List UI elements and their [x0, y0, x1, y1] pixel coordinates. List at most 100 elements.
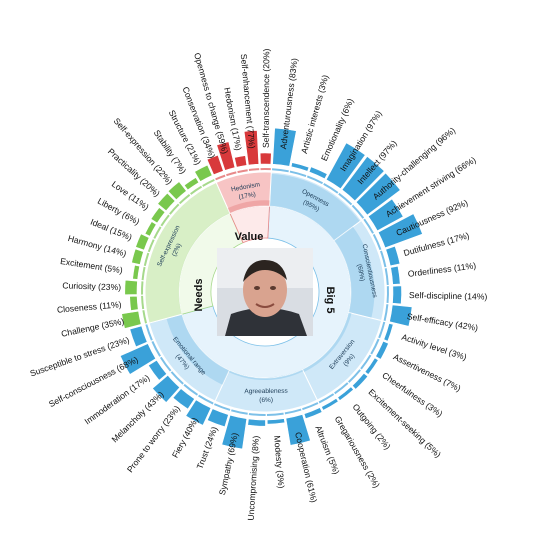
facet-base-prone-to-worry-23 — [183, 383, 199, 396]
facet-base-stability-7 — [190, 185, 203, 195]
facet-base-self-discipline-14 — [386, 286, 389, 304]
facet-base-fiery-40 — [198, 394, 214, 405]
facet-base-sympathy-69 — [231, 409, 248, 415]
facet-bar-layer — [119, 127, 423, 450]
facet-base-gregariousness-2 — [318, 393, 335, 404]
facet-label-uncompromising-8: Uncompromising (8%) — [246, 435, 261, 521]
facet-bar-gregariousness-2 — [321, 397, 339, 411]
facet-base-achievement-striving-66 — [363, 218, 374, 234]
facet-base-self-expression-22 — [178, 194, 191, 205]
facet-label-self-efficacy-42: Self-efficacy (42%) — [406, 311, 479, 333]
facet-base-dutifulness-17 — [380, 250, 387, 268]
facet-base-uncompromising-8 — [248, 412, 266, 416]
facet-base-altruism-5 — [302, 402, 319, 411]
facet-bar-susceptible-to-stress-23 — [129, 325, 148, 348]
facet-bar-ideal-15 — [135, 233, 150, 251]
facet-bar-altruism-5 — [303, 407, 323, 420]
facet-bar-practicality-20 — [157, 192, 176, 212]
facet-bar-sympathy-69 — [221, 414, 248, 450]
facet-label-altruism-5: Altruism (5%) — [313, 424, 341, 476]
facet-base-hedonism-17 — [237, 169, 248, 174]
facet-base-authority-challenging-96 — [351, 204, 365, 219]
facet-base-conservation-34 — [215, 174, 226, 181]
facet-bar-liberty-6 — [144, 221, 157, 237]
facet-bar-cooperation-61 — [285, 414, 311, 446]
facet-label-challenge-35: Challenge (35%) — [60, 316, 125, 339]
facet-bar-trust-24 — [206, 408, 229, 428]
facet-base-imagination-97 — [323, 183, 339, 194]
facet-base-challenge-35 — [142, 310, 147, 324]
facet-bar-conservation-34 — [206, 154, 224, 176]
facet-bar-prone-to-worry-23 — [172, 388, 195, 410]
facet-base-trust-24 — [213, 403, 231, 411]
category-label-value: Value — [235, 231, 264, 243]
facet-bar-excitement-5 — [132, 264, 140, 280]
facet-bar-curiosity-23 — [124, 279, 138, 295]
facet-base-cautiousness-92 — [372, 233, 382, 251]
facet-base-emotionality-6 — [306, 175, 324, 185]
trait-fill-conscientiousness — [334, 226, 375, 319]
facet-label-excitement-seeking-5: Excitement-seeking (5%) — [367, 387, 444, 460]
facet-base-susceptible-to-stress-23 — [145, 324, 153, 341]
facet-bar-structure-21 — [194, 164, 213, 182]
facet-base-liberty-6 — [153, 226, 162, 239]
facet-base-adventurousness-83 — [272, 168, 289, 173]
facet-bar-self-consciousness-68 — [119, 343, 157, 375]
facet-bar-imagination-97 — [325, 142, 366, 190]
facet-bar-cautiousness-92 — [377, 213, 423, 249]
facet-bar-intellect-97 — [341, 155, 385, 202]
facet-bar-authority-challenging-96 — [355, 172, 401, 216]
trait-fill-agreeableness — [228, 369, 304, 381]
facet-base-intellect-97 — [338, 192, 353, 206]
trait-value-hedonism: (17%) — [238, 191, 256, 201]
facet-base-activity-level-3 — [378, 321, 386, 339]
trait-fill-hedonism — [227, 200, 270, 214]
facet-bar-self-transcendence-20 — [259, 152, 272, 165]
facet-base-self-transcendence-20 — [260, 168, 271, 171]
facet-bar-love-11 — [150, 207, 166, 224]
facet-base-harmony-14 — [143, 252, 150, 267]
facet-base-self-enhancement-77 — [248, 168, 260, 172]
facet-base-modesty-3 — [266, 412, 284, 416]
facet-label-self-discipline-14: Self-discipline (14%) — [409, 290, 488, 302]
facet-base-orderliness-11 — [384, 268, 389, 285]
facet-bar-challenge-35 — [121, 310, 142, 329]
facet-bar-fiery-40 — [185, 399, 212, 426]
category-label-big5: Big 5 — [324, 287, 336, 314]
facet-label-fiery-40: Fiery (40%) — [170, 416, 200, 460]
trait-ring-hedonism — [215, 171, 272, 215]
facet-bar-outgoing-2 — [337, 386, 354, 401]
facet-base-excitement-5 — [141, 266, 146, 281]
facet-bar-self-expression-22 — [167, 181, 187, 201]
facet-base-melancholy-43 — [170, 371, 184, 385]
facet-base-practicality-20 — [169, 203, 180, 215]
facet-base-curiosity-23 — [141, 281, 144, 295]
facet-label-adventurousness-83: Adventurousness (83%) — [278, 57, 299, 149]
facet-bar-excitement-seeking-5 — [351, 372, 369, 390]
facet-bar-stability-7 — [183, 177, 200, 191]
facet-bar-hedonism-17 — [234, 155, 248, 168]
facet-bar-self-enhancement-77 — [243, 130, 260, 166]
facet-bar-assertiveness-7 — [375, 340, 389, 360]
facet-base-excitement-seeking-5 — [348, 369, 361, 383]
facet-bar-closeness-11 — [129, 295, 139, 311]
facet-bar-orderliness-11 — [390, 265, 401, 285]
facet-label-orderliness-11: Orderliness (11%) — [407, 260, 476, 279]
facet-bar-achievement-striving-66 — [367, 198, 404, 232]
facet-bar-harmony-14 — [131, 248, 144, 265]
facet-base-self-consciousness-68 — [151, 341, 161, 357]
facet-base-cheerfulness-3 — [360, 354, 372, 370]
facet-bar-self-efficacy-42 — [389, 304, 413, 327]
facet-bar-modesty-3 — [266, 418, 286, 425]
facet-label-curiosity-23: Curiosity (23%) — [62, 280, 121, 292]
facet-bar-artistic-interests-3 — [290, 162, 310, 172]
trait-value-conscientiousness: (69%) — [355, 264, 365, 282]
facet-bar-melancholy-43 — [152, 374, 181, 403]
facet-bar-activity-level-3 — [383, 323, 394, 342]
facet-bar-immoderation-17 — [147, 359, 168, 381]
facet-bar-openness-to-change-59 — [216, 141, 236, 171]
facet-label-cooperation-61: Cooperation (61%) — [293, 431, 319, 504]
facet-base-immoderation-17 — [159, 356, 172, 372]
facet-base-assertiveness-7 — [370, 338, 380, 355]
